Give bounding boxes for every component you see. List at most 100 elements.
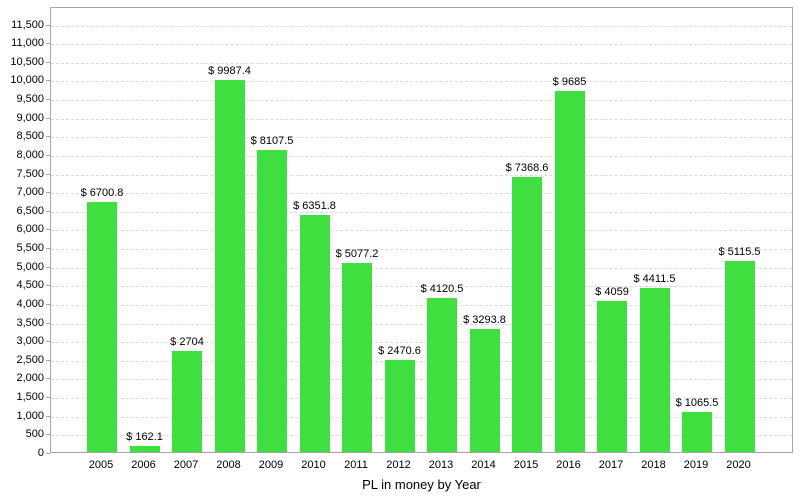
y-tick-label: 8,500 xyxy=(16,130,44,143)
gridline xyxy=(51,323,792,325)
y-tick-label: 11,000 xyxy=(11,37,44,50)
y-tick-mark xyxy=(46,154,50,156)
y-tick-mark xyxy=(46,99,50,101)
x-tick-label-2017: 2017 xyxy=(598,459,624,471)
bar-2017 xyxy=(597,300,627,452)
bar-value-label: $ 6351.8 xyxy=(293,200,336,213)
y-tick-mark xyxy=(46,415,50,417)
x-tick-label-2013: 2013 xyxy=(428,459,454,471)
gridline xyxy=(51,25,792,27)
bar-value-label: $ 162.1 xyxy=(126,430,163,443)
gridline xyxy=(51,81,792,83)
gridline xyxy=(51,211,792,213)
plot-area: $ 6700.8 $ 162.1 $ 2704 $ 9987.4 $ 8107.5 $ 6… xyxy=(50,7,793,453)
y-tick-mark xyxy=(46,341,50,343)
bar-value-label: $ 2704 xyxy=(170,336,204,349)
y-tick-label: 6,000 xyxy=(16,223,44,236)
y-tick-label: 3,000 xyxy=(16,335,44,348)
y-tick-label: 1,500 xyxy=(16,391,44,404)
y-tick-label: 9,500 xyxy=(16,93,44,106)
bar-value-label: $ 2470.6 xyxy=(378,344,421,357)
bar-2020 xyxy=(724,261,755,452)
bar-2016 xyxy=(554,91,585,452)
gridline xyxy=(51,286,792,288)
y-tick-label: 8,000 xyxy=(16,148,44,161)
x-axis-title: PL in money by Year xyxy=(362,477,481,492)
y-tick-label: 7,500 xyxy=(16,167,44,180)
bar-2008 xyxy=(214,79,245,452)
y-tick-label: 10,000 xyxy=(10,74,44,87)
gridline xyxy=(51,342,792,344)
y-tick-label: 4,000 xyxy=(16,297,44,310)
bar-value-label: $ 7368.6 xyxy=(505,162,549,175)
y-tick-mark xyxy=(46,378,50,380)
bar-2015 xyxy=(512,177,542,452)
y-tick-mark xyxy=(46,24,50,26)
bar-value-label: $ 8107.5 xyxy=(250,134,294,147)
gridline xyxy=(51,100,792,102)
bar-value-label: $ 4059 xyxy=(595,285,629,298)
y-tick-mark xyxy=(46,303,50,305)
gridline xyxy=(51,174,792,176)
x-tick-label-2018: 2018 xyxy=(641,459,666,471)
gridline xyxy=(51,398,792,400)
x-tick-label-2005: 2005 xyxy=(88,459,114,471)
gridline xyxy=(51,304,792,306)
x-tick-label-2016: 2016 xyxy=(556,459,581,471)
gridline xyxy=(51,62,792,64)
y-tick-label: 2,000 xyxy=(16,372,44,385)
bar-value-label: $ 4120.5 xyxy=(420,283,464,296)
x-tick-label-2015: 2015 xyxy=(513,459,539,471)
gridline xyxy=(51,249,792,251)
bar-2019 xyxy=(682,412,712,452)
y-tick-label: 10,500 xyxy=(10,55,44,68)
x-tick-label-2012: 2012 xyxy=(386,459,411,471)
bar-2007 xyxy=(172,351,202,452)
x-tick-label-2008: 2008 xyxy=(216,459,241,471)
y-tick-mark xyxy=(46,285,50,287)
x-tick-label-2020: 2020 xyxy=(726,459,751,471)
y-tick-label: 4,500 xyxy=(16,279,44,292)
bar-value-label: $ 9685 xyxy=(552,76,587,89)
bar-2011 xyxy=(342,262,372,452)
y-tick-label: 5,000 xyxy=(16,260,44,273)
x-tick-label-2010: 2010 xyxy=(301,459,326,471)
bar-value-label: $ 3293.8 xyxy=(463,314,506,327)
y-tick-mark xyxy=(46,248,50,250)
bar-2010 xyxy=(299,215,330,452)
y-tick-label: 500 xyxy=(25,428,44,441)
gridline xyxy=(51,230,792,232)
bar-2005 xyxy=(87,202,117,452)
x-tick-label-2007: 2007 xyxy=(173,459,199,471)
gridline xyxy=(51,360,792,362)
y-tick-label: 1,000 xyxy=(16,409,44,422)
bar-value-label: $ 6700.8 xyxy=(80,187,124,200)
bar-2009 xyxy=(257,149,287,452)
y-tick-mark xyxy=(46,210,50,212)
bar-value-label: $ 9987.4 xyxy=(208,64,251,77)
bar-value-label: $ 4411.5 xyxy=(633,272,676,285)
y-tick-mark xyxy=(46,192,50,194)
x-tick-label-2006: 2006 xyxy=(131,459,156,471)
gridline xyxy=(51,44,792,46)
bar-value-label: $ 1065.5 xyxy=(675,397,719,410)
y-tick-mark xyxy=(46,397,50,399)
gridline xyxy=(51,416,792,418)
y-tick-label: 0 xyxy=(37,447,44,459)
y-tick-mark xyxy=(46,266,50,268)
x-tick-label-2009: 2009 xyxy=(258,459,284,471)
bar-2012 xyxy=(384,359,415,452)
y-tick-label: 2,500 xyxy=(16,353,44,366)
bar-2014 xyxy=(469,329,500,452)
y-tick-mark xyxy=(46,322,50,324)
y-tick-mark xyxy=(46,434,50,436)
y-tick-label: 9,000 xyxy=(16,111,44,124)
y-tick-mark xyxy=(46,229,50,231)
bar-2013 xyxy=(427,298,457,452)
gridline xyxy=(51,137,792,139)
y-tick-label: 6,500 xyxy=(16,204,44,217)
gridline xyxy=(51,267,792,269)
y-tick-label: 7,000 xyxy=(16,186,44,199)
gridline xyxy=(51,193,792,195)
